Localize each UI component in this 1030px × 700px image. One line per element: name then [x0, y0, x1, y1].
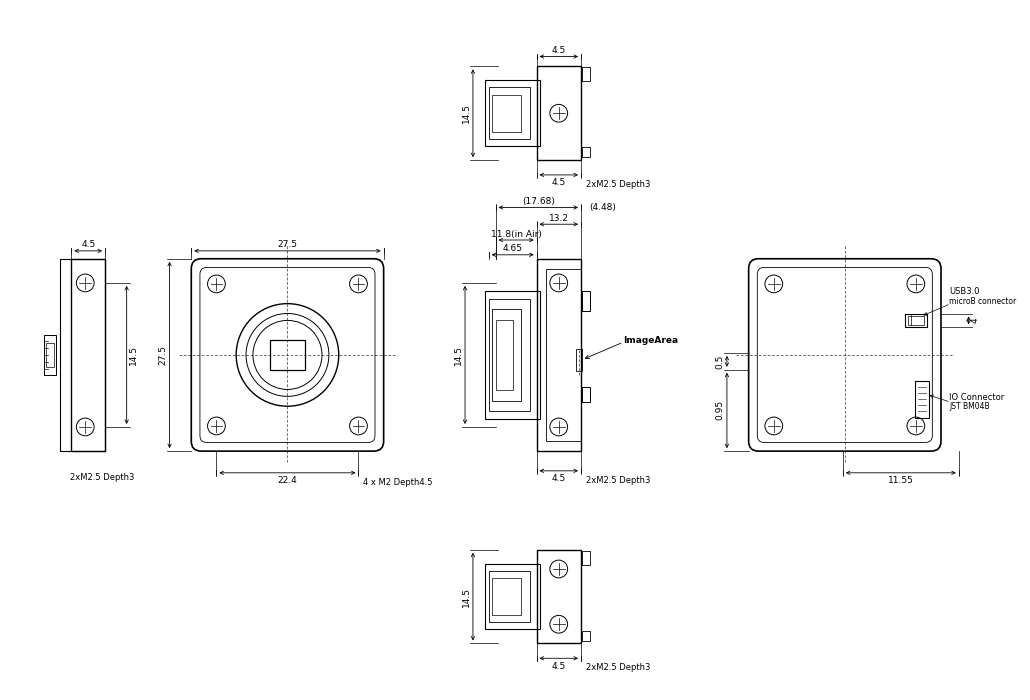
- Text: 2xM2.5 Depth3: 2xM2.5 Depth3: [586, 476, 650, 485]
- Bar: [582, 67, 590, 81]
- Text: 27.5: 27.5: [159, 345, 167, 365]
- Text: 27.5: 27.5: [277, 240, 298, 249]
- Bar: [537, 66, 581, 160]
- Text: 4.5: 4.5: [81, 240, 96, 249]
- Text: 0.5: 0.5: [716, 354, 724, 368]
- Bar: [915, 381, 929, 418]
- Bar: [491, 578, 521, 615]
- Text: 4.5: 4.5: [552, 474, 565, 483]
- Text: 4.5: 4.5: [552, 46, 565, 55]
- Text: 4.5: 4.5: [552, 662, 565, 671]
- Bar: [44, 335, 56, 375]
- Text: (4.48): (4.48): [589, 203, 616, 212]
- Text: 2xM2.5 Depth3: 2xM2.5 Depth3: [586, 663, 650, 672]
- Bar: [485, 564, 540, 629]
- Bar: [45, 342, 54, 368]
- Bar: [60, 259, 105, 451]
- Bar: [491, 94, 521, 132]
- Text: 22.4: 22.4: [278, 476, 298, 485]
- Text: 14.5: 14.5: [129, 345, 138, 365]
- Bar: [582, 290, 590, 311]
- Text: ImageArea: ImageArea: [623, 335, 679, 344]
- Bar: [582, 551, 590, 565]
- Bar: [582, 147, 590, 157]
- Bar: [270, 340, 305, 370]
- Text: (17.68): (17.68): [522, 197, 555, 206]
- Text: 0.95: 0.95: [716, 400, 724, 421]
- Text: USB3.0: USB3.0: [949, 287, 980, 295]
- Bar: [582, 631, 590, 640]
- Bar: [488, 298, 530, 412]
- Text: 14.5: 14.5: [461, 587, 471, 607]
- Text: 14.5: 14.5: [461, 103, 471, 123]
- Bar: [537, 550, 581, 643]
- Bar: [495, 320, 513, 390]
- Text: 13.2: 13.2: [549, 214, 569, 223]
- Text: JST BM04B: JST BM04B: [949, 402, 990, 411]
- Bar: [582, 387, 590, 402]
- Text: 4 x M2 Depth4.5: 4 x M2 Depth4.5: [364, 477, 433, 486]
- Text: 4.65: 4.65: [503, 244, 522, 253]
- Text: microB connector: microB connector: [949, 297, 1017, 306]
- Bar: [485, 290, 540, 419]
- Text: 2xM2.5 Depth3: 2xM2.5 Depth3: [70, 473, 135, 482]
- Bar: [905, 314, 927, 328]
- Text: 11.8(in Air): 11.8(in Air): [490, 230, 542, 239]
- Bar: [485, 80, 540, 146]
- Bar: [488, 88, 530, 139]
- Text: IO Connector: IO Connector: [949, 393, 1004, 402]
- Bar: [546, 269, 581, 441]
- Text: 2xM2.5 Depth3: 2xM2.5 Depth3: [586, 180, 650, 189]
- Bar: [71, 259, 105, 451]
- Bar: [537, 259, 581, 451]
- Text: 4.5: 4.5: [552, 178, 565, 188]
- Text: 4: 4: [971, 318, 980, 323]
- Bar: [491, 309, 521, 401]
- Text: 11.55: 11.55: [888, 476, 914, 485]
- Text: 14.5: 14.5: [453, 345, 462, 365]
- Bar: [488, 570, 530, 622]
- Bar: [908, 316, 924, 325]
- Bar: [576, 349, 582, 371]
